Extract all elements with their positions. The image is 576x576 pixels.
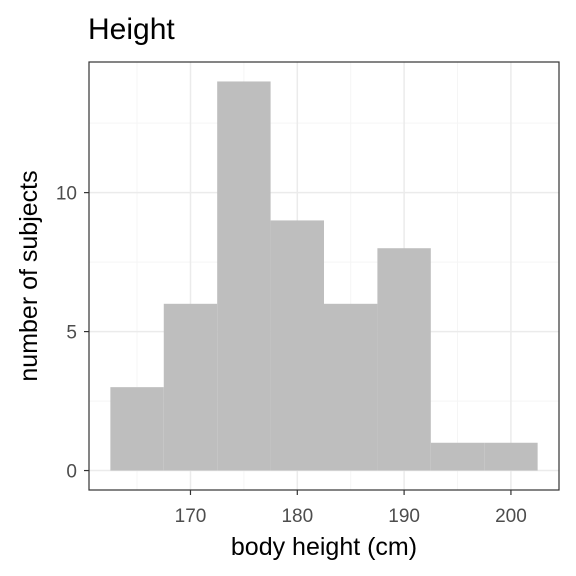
x-axis-ticks: 170 180 190 200 xyxy=(175,490,527,527)
y-tick-label: 5 xyxy=(66,323,77,344)
histogram-bar xyxy=(163,303,218,471)
x-tick-label: 190 xyxy=(388,506,420,527)
histogram-bar xyxy=(377,248,431,471)
y-axis-label: number of subjects xyxy=(15,170,43,381)
histogram-bar xyxy=(217,81,271,471)
y-tick-label: 0 xyxy=(66,462,77,483)
chart-title: Height xyxy=(88,13,175,46)
histogram-bar xyxy=(430,442,485,471)
y-axis-ticks: 0 5 10 xyxy=(56,184,89,483)
histogram-bar xyxy=(324,303,378,471)
x-axis-label: body height (cm) xyxy=(231,533,417,561)
x-tick-label: 170 xyxy=(175,506,207,527)
histogram-bars xyxy=(110,81,538,471)
y-tick-label: 10 xyxy=(56,184,77,205)
histogram-bar xyxy=(484,442,538,471)
histogram-bar xyxy=(110,387,164,471)
x-tick-label: 200 xyxy=(495,506,527,527)
panel-border xyxy=(88,61,560,491)
x-tick-label: 180 xyxy=(281,506,313,527)
histogram-bar xyxy=(270,220,324,471)
